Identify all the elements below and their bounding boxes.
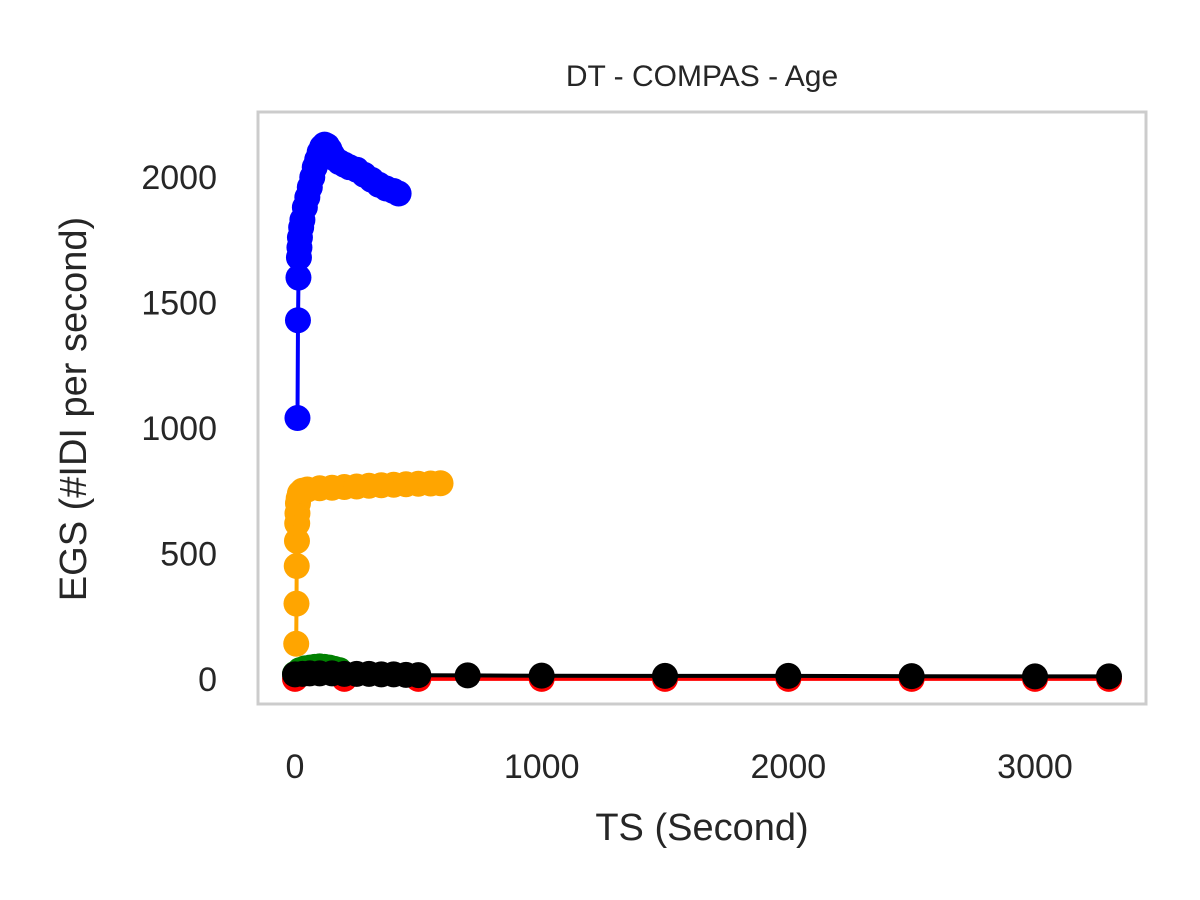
series-line [294,481,441,644]
y-tick-label: 1500 [141,285,217,323]
series-point [284,307,311,334]
series-point [1022,663,1048,690]
series-point [283,553,310,580]
series-point [652,662,678,689]
y-tick-label: 2000 [141,159,217,197]
series-point [454,662,481,689]
series-point [427,470,454,497]
series-point [285,264,312,291]
x-tick-label: 0 [286,748,305,786]
series-point [283,630,310,657]
axis-ticks: 0 1000 2000 3000 0 500 1000 1500 2000 [141,159,1072,786]
y-tick-label: 1000 [141,410,217,448]
chart-title: DT - COMPAS - Age [566,60,838,93]
x-tick-label: 3000 [997,748,1073,786]
series-1 [284,131,412,432]
series-point [528,662,555,689]
x-tick-label: 1000 [504,748,580,786]
y-axis-label: EGS (#IDI per second) [53,217,95,601]
series-point [385,180,412,207]
y-tick-label: 0 [198,661,217,699]
x-axis-label: TS (Second) [595,807,808,849]
series-point [283,590,310,617]
series-point [1096,663,1122,690]
series-point [284,405,311,432]
series-point [898,663,925,690]
series-4 [282,660,1122,690]
series-2 [283,470,454,657]
plot-series [282,131,1122,692]
x-tick-label: 2000 [751,748,827,786]
plot-frame [256,110,1148,706]
series-point [775,662,802,689]
series-point [405,662,432,689]
y-tick-label: 500 [160,535,217,573]
